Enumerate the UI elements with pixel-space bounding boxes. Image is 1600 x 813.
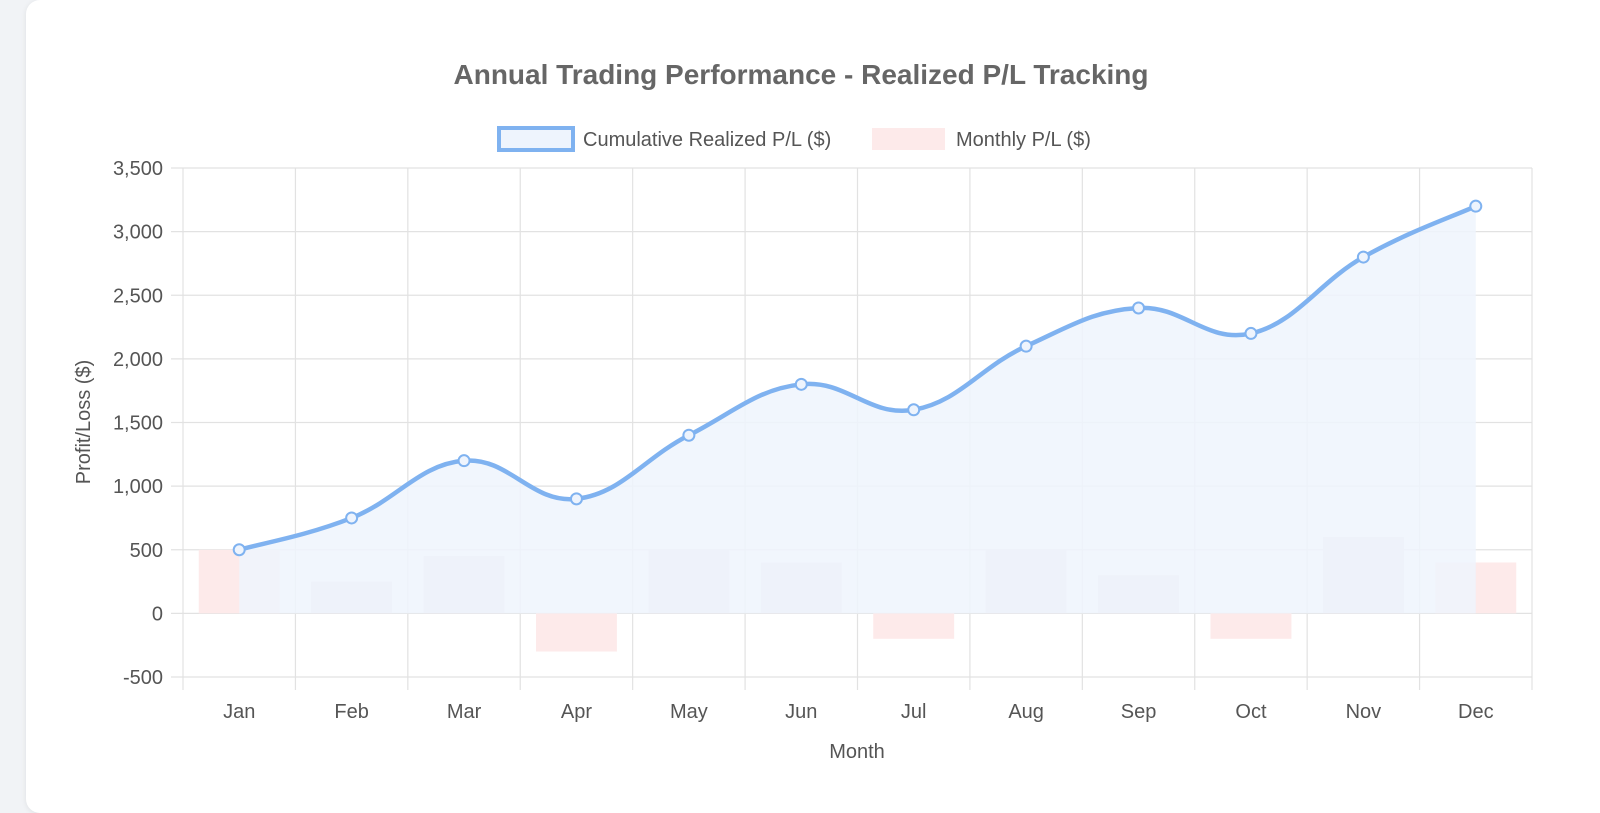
- point-sep[interactable]: [1132, 301, 1146, 315]
- cumulative-area: [239, 206, 1476, 614]
- x-tick-label: Sep: [1121, 701, 1157, 723]
- y-tick-label: 0: [152, 603, 163, 625]
- point-nov[interactable]: [1356, 250, 1370, 264]
- x-tick-label: Mar: [447, 701, 482, 723]
- point-feb[interactable]: [345, 511, 359, 525]
- point-aug[interactable]: [1019, 339, 1033, 353]
- point-jul[interactable]: [907, 403, 921, 417]
- y-axis: -500 0 500 1,000 1,500 2,000 2,500 3,000 3,500: [113, 158, 163, 689]
- bar-jul[interactable]: [873, 613, 955, 639]
- y-tick-label: -500: [123, 667, 163, 689]
- x-tick-label: Oct: [1235, 701, 1267, 723]
- y-tick-label: 1,000: [113, 476, 163, 498]
- cumulative-points: [232, 199, 1483, 557]
- x-tick-label: Jun: [785, 701, 817, 723]
- x-tick-label: Jul: [901, 701, 927, 723]
- y-tick-label: 2,500: [113, 285, 163, 307]
- x-tick-label: Apr: [561, 701, 592, 723]
- x-tick-label: Aug: [1008, 701, 1044, 723]
- y-tick-label: 3,000: [113, 222, 163, 244]
- legend-swatch-monthly[interactable]: [872, 128, 945, 150]
- y-tick-label: 2,000: [113, 349, 163, 371]
- legend: Cumulative Realized P/L ($) Monthly P/L …: [497, 126, 1091, 152]
- x-axis-title: Month: [829, 741, 885, 763]
- bar-apr[interactable]: [535, 613, 617, 652]
- chart-canvas: Annual Trading Performance - Realized P/…: [73, 59, 1533, 763]
- bar-oct[interactable]: [1210, 613, 1292, 639]
- y-axis-title: Profit/Loss ($): [73, 360, 95, 484]
- y-tick-label: 500: [130, 540, 163, 562]
- chart-title: Annual Trading Performance - Realized P/…: [454, 59, 1149, 90]
- point-may[interactable]: [682, 428, 696, 442]
- x-tick-label: Jan: [223, 701, 255, 723]
- point-dec[interactable]: [1469, 199, 1483, 213]
- y-tick-label: 3,500: [113, 158, 163, 180]
- point-jun[interactable]: [794, 377, 808, 391]
- x-axis: Jan Feb Mar Apr May Jun Jul Aug Sep Oct Nov Dec: [223, 701, 1493, 723]
- point-mar[interactable]: [457, 454, 471, 468]
- legend-swatch-cumulative[interactable]: [497, 126, 575, 152]
- point-apr[interactable]: [569, 492, 583, 506]
- x-tick-label: Feb: [334, 701, 368, 723]
- chart-card: Annual Trading Performance - Realized P/…: [26, 0, 1600, 813]
- cumulative-area-fill: [239, 206, 1476, 614]
- x-tick-label: Dec: [1458, 701, 1494, 723]
- x-tick-label: May: [670, 701, 708, 723]
- point-oct[interactable]: [1244, 326, 1258, 340]
- legend-label-cumulative[interactable]: Cumulative Realized P/L ($): [583, 129, 831, 151]
- x-tick-label: Nov: [1346, 701, 1382, 723]
- point-jan[interactable]: [232, 543, 246, 557]
- y-tick-label: 1,500: [113, 413, 163, 435]
- legend-label-monthly[interactable]: Monthly P/L ($): [956, 129, 1091, 151]
